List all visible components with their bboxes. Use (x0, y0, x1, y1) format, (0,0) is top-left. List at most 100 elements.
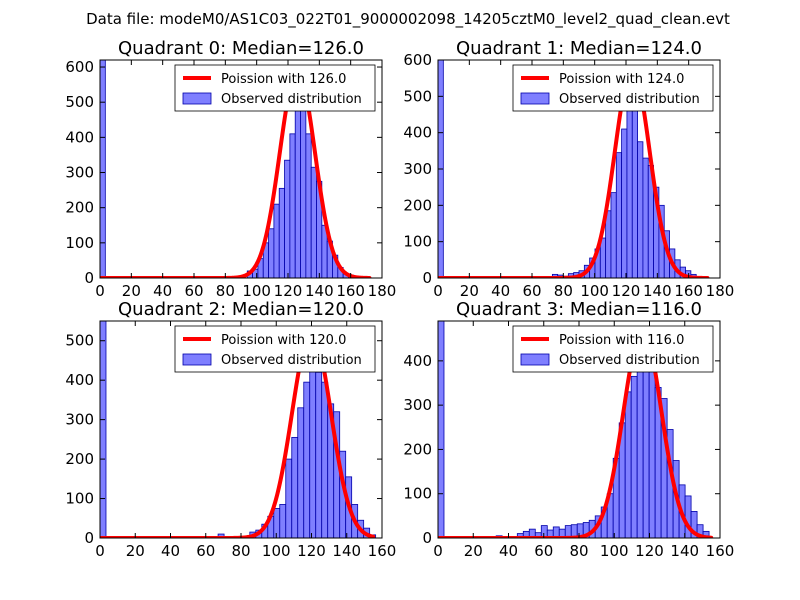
histogram-bar (284, 159, 291, 278)
histogram-bar (624, 391, 632, 538)
y-tick-label: 200 (403, 196, 432, 214)
y-tick-label: 500 (65, 93, 94, 111)
legend-bar-label: Observed distribution (221, 353, 362, 368)
x-tick-label: 160 (336, 282, 365, 300)
legend-curve-label: Poission with 124.0 (559, 72, 684, 87)
axes-frame (99, 59, 383, 279)
x-tick-label: 40 (491, 282, 510, 300)
poisson-curve (438, 67, 710, 278)
x-tick-label: 140 (305, 282, 334, 300)
y-tick-label: 0 (84, 529, 94, 547)
x-tick-label: 60 (534, 542, 553, 560)
histogram-bar (303, 381, 311, 538)
histogram-bar (268, 228, 275, 278)
x-tick-label: 40 (499, 542, 518, 560)
x-tick-label: 160 (674, 282, 703, 300)
legend: Poission with 124.0 Observed distribution (512, 64, 714, 112)
histogram-bar (605, 210, 612, 278)
histogram-bar (630, 375, 638, 538)
histogram-bar (273, 508, 281, 538)
panel-quadrant-1: 0 20 40 60 80 100 120 140 160 1800100200300400500… (403, 38, 734, 300)
y-tick-label: 200 (65, 199, 94, 217)
histogram-bar (610, 192, 617, 278)
y-tick-label: 300 (65, 411, 94, 429)
x-tick-label: 120 (635, 542, 664, 560)
x-tick-label: 0 (95, 542, 105, 560)
panel-quadrant-3: 0 20 40 60 80 100 120 140 160 0 100 200 300 400 Quadra… (403, 299, 734, 560)
histogram-bar (289, 133, 296, 278)
histogram-bar (631, 90, 639, 278)
legend-curve-label: Poission with 120.0 (221, 333, 346, 348)
y-tick-label: 300 (403, 396, 432, 414)
y-tick-label: 400 (403, 352, 432, 370)
x-tick-label: 160 (368, 542, 397, 560)
x-tick-label: 120 (612, 282, 641, 300)
histogram-bar (279, 504, 287, 538)
x-tick-label: 180 (368, 282, 397, 300)
y-tick-label: 100 (403, 485, 432, 503)
legend-bar-swatch (182, 353, 212, 366)
histogram-bar (315, 371, 323, 538)
histogram-bar (621, 128, 628, 278)
y-tick-label: 200 (403, 440, 432, 458)
panel-title: Quadrant 2: Median=120.0 (118, 299, 364, 320)
y-tick-label: 0 (422, 529, 432, 547)
y-tick-label: 100 (65, 490, 94, 508)
legend-bar-label: Observed distribution (221, 92, 362, 107)
histogram-bar (642, 362, 650, 538)
histogram-bar (637, 141, 644, 278)
x-tick-label: 120 (274, 282, 303, 300)
histogram-bar (285, 458, 293, 538)
panel-title: Quadrant 0: Median=126.0 (118, 38, 364, 59)
legend-curve-label: Poission with 116.0 (559, 333, 684, 348)
legend-bar-label: Observed distribution (559, 92, 700, 107)
x-tick-label: 100 (580, 282, 609, 300)
histogram-bar (305, 133, 312, 278)
y-tick-label: 600 (65, 58, 94, 76)
x-tick-label: 80 (231, 542, 250, 560)
histogram-bar (291, 436, 299, 538)
x-tick-label: 180 (706, 282, 735, 300)
y-tick-label: 400 (403, 124, 432, 142)
y-tick-label: 400 (65, 128, 94, 146)
x-tick-label: 80 (216, 282, 235, 300)
x-tick-label: 20 (122, 282, 141, 300)
x-tick-label: 0 (95, 282, 105, 300)
x-tick-label: 120 (297, 542, 326, 560)
panel-title: Quadrant 1: Median=124.0 (456, 38, 702, 59)
x-tick-label: 140 (332, 542, 361, 560)
y-tick-label: 0 (422, 269, 432, 287)
x-tick-label: 80 (554, 282, 573, 300)
histogram-bar (615, 152, 623, 278)
y-tick-label: 200 (65, 450, 94, 468)
x-tick-label: 20 (460, 282, 479, 300)
plot-area (100, 60, 372, 278)
y-tick-label: 500 (403, 87, 432, 105)
x-tick-label: 40 (161, 542, 180, 560)
x-tick-label: 60 (184, 282, 203, 300)
y-tick-label: 100 (403, 233, 432, 251)
y-tick-label: 600 (403, 51, 432, 69)
x-tick-label: 20 (464, 542, 483, 560)
histogram-bar (278, 187, 285, 278)
x-tick-label: 100 (262, 542, 291, 560)
legend: Poission with 116.0 Observed distribution (512, 325, 714, 373)
legend-curve-label: Poission with 126.0 (221, 72, 346, 87)
legend-bar-swatch (520, 353, 550, 366)
panel-quadrant-0: 0 20 40 60 80 100 120 140 160 1800100200300400500… (65, 38, 396, 300)
histogram-bar (100, 321, 107, 538)
x-tick-label: 140 (643, 282, 672, 300)
y-tick-label: 100 (65, 234, 94, 252)
legend-bar-label: Observed distribution (559, 353, 700, 368)
histogram-bar (309, 362, 317, 538)
legend: Poission with 126.0 Observed distribution (174, 64, 376, 112)
histogram-bar (648, 369, 656, 538)
legend-bar-swatch (182, 92, 212, 105)
x-tick-label: 80 (569, 542, 588, 560)
y-tick-label: 300 (65, 164, 94, 182)
x-tick-label: 160 (706, 542, 735, 560)
x-tick-label: 100 (600, 542, 629, 560)
histogram-bar (297, 407, 305, 538)
histogram-bar (321, 381, 329, 538)
